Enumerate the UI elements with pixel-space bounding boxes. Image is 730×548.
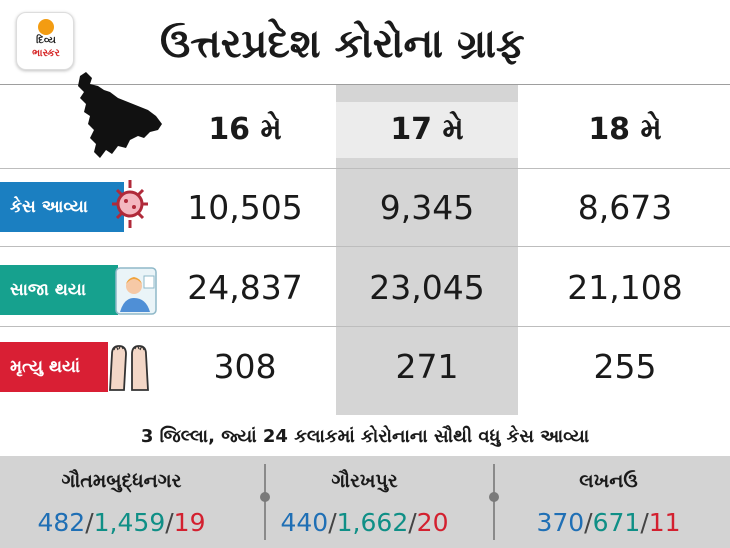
logo-line-2: ભાસ્કર (32, 48, 60, 59)
district-value-c: 19 (173, 508, 206, 537)
highlight-column-header (336, 102, 518, 158)
logo-line-1: દિવ્ય (36, 35, 56, 46)
divider (0, 326, 730, 327)
district-value-b: 1,662 (336, 508, 409, 537)
cell-recovered-day-1: 24,837 (187, 268, 303, 307)
column-header-day-3: 18 મે (588, 112, 662, 147)
district-values: 370/671/11 (536, 508, 681, 537)
cell-recovered-day-2: 23,045 (369, 268, 485, 307)
brand-logo: દિવ્ય ભાસ્કર (16, 12, 74, 70)
districts-subtitle: 3 જિલ્લા, જ્યાં 24 કલાકમાં કોરોનાના સૌથી… (140, 426, 590, 447)
cell-deaths-day-3: 255 (593, 347, 657, 386)
district-value-b: 1,459 (93, 508, 166, 537)
district-name: ગૌતમબુદ્ધનગર (61, 470, 182, 492)
district-separator (493, 464, 495, 540)
row-label-recovered: સાજા થયા (0, 265, 118, 315)
district-value-a: 370 (536, 508, 585, 537)
district-value-a: 482 (37, 508, 86, 537)
district-value-c: 20 (416, 508, 449, 537)
district-values: 482/1,459/19 (37, 508, 206, 537)
districts-panel (0, 456, 730, 548)
district-value-b: 671 (592, 508, 641, 537)
district-name: લખનઉ (579, 470, 638, 492)
row-label-deaths: મૃત્યુ થયાં (0, 342, 108, 392)
row-label-cases: કેસ આવ્યા (0, 182, 124, 232)
feet-icon (109, 345, 149, 391)
district-value-c: 11 (648, 508, 681, 537)
uttar-pradesh-map-icon (78, 72, 162, 158)
district-name: ગૌરખપુર (331, 470, 398, 492)
district-values: 440/1,662/20 (280, 508, 449, 537)
cell-deaths-day-1: 308 (213, 347, 277, 386)
column-header-day-1: 16 મે (208, 112, 282, 147)
virus-icon (112, 180, 148, 228)
column-header-day-2: 17 મે (390, 112, 464, 147)
cell-recovered-day-3: 21,108 (567, 268, 683, 307)
cell-cases-day-3: 8,673 (577, 188, 673, 227)
divider (0, 84, 730, 85)
divider (0, 168, 730, 169)
cell-cases-day-2: 9,345 (379, 188, 475, 227)
patient-icon (115, 267, 157, 315)
separator-dot (260, 492, 270, 502)
district-separator (264, 464, 266, 540)
cell-cases-day-1: 10,505 (187, 188, 303, 227)
separator-dot (489, 492, 499, 502)
page-title: ઉત્તરપ્રદેશ કોરોના ગ્રાફ (160, 21, 525, 67)
divider (0, 246, 730, 247)
district-value-a: 440 (280, 508, 329, 537)
sun-icon (38, 19, 54, 35)
cell-deaths-day-2: 271 (395, 347, 459, 386)
